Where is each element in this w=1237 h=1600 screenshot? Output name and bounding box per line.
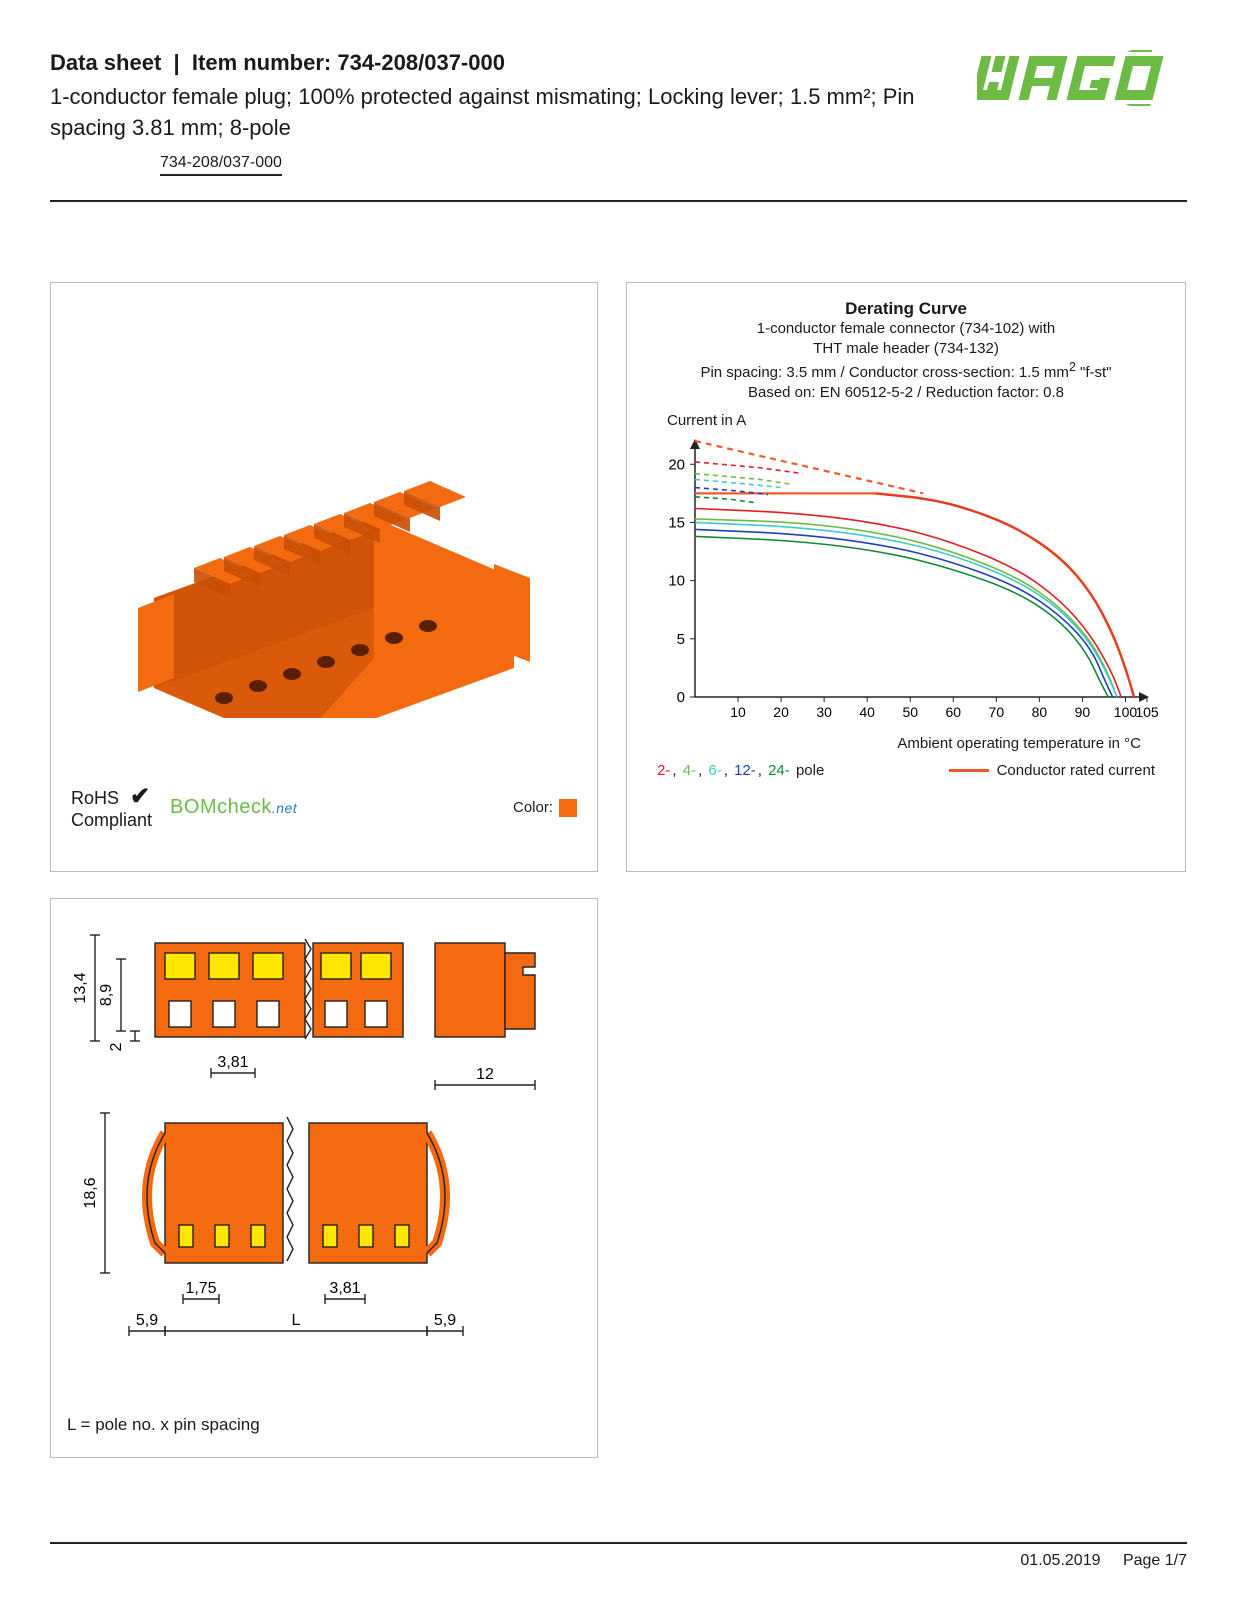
subtitle: 1-conductor female plug; 100% protected …	[50, 82, 977, 144]
chart-line2: THT male header (734-132)	[813, 340, 999, 357]
chart-line1: 1-conductor female connector (734-102) w…	[757, 320, 1056, 337]
chart-line3b: "f-st"	[1076, 364, 1112, 381]
chart-line4: Based on: EN 60512-5-2 / Reduction facto…	[748, 384, 1064, 401]
check-icon: ✔	[130, 783, 150, 810]
datasheet-label: Data sheet	[50, 50, 161, 75]
chart-title: Derating Curve	[647, 299, 1165, 319]
dimensions-panel: 13,4 8,9 2 3,81 12 18,6 1,75 3,81 5,9 L 5,9 L = po…	[50, 898, 598, 1458]
color-swatch	[559, 799, 577, 817]
svg-text:15: 15	[668, 514, 685, 531]
rohs-line2: Compliant	[71, 810, 152, 830]
y-axis-label: Current in A	[667, 412, 1165, 429]
rohs-label: RoHS ✔ Compliant	[71, 784, 152, 830]
svg-text:1,75: 1,75	[185, 1280, 216, 1297]
svg-text:70: 70	[989, 704, 1005, 720]
svg-text:100: 100	[1114, 704, 1138, 720]
panels-row: RoHS ✔ Compliant BOMcheck.net Color: Der…	[50, 282, 1187, 872]
svg-text:5,9: 5,9	[434, 1312, 456, 1329]
chart-legend: 2-, 4-, 6-, 12-, 24- pole Conductor rate…	[647, 762, 1165, 779]
svg-text:30: 30	[816, 704, 832, 720]
dimension-note: L = pole no. x pin spacing	[67, 1415, 260, 1435]
svg-text:60: 60	[945, 704, 961, 720]
chart-line3a: Pin spacing: 3.5 mm / Conductor cross-se…	[700, 364, 1068, 381]
part-link[interactable]: 734-208/037-000	[160, 154, 282, 176]
svg-text:10: 10	[668, 572, 685, 589]
svg-text:10: 10	[730, 704, 746, 720]
svg-text:3,81: 3,81	[329, 1280, 360, 1297]
conductor-legend-text: Conductor rated current	[997, 762, 1155, 779]
svg-text:3,81: 3,81	[217, 1054, 248, 1071]
svg-text:105: 105	[1135, 704, 1159, 720]
item-label: Item number:	[192, 50, 331, 75]
item-number: 734-208/037-000	[337, 50, 505, 75]
compliance-row: RoHS ✔ Compliant BOMcheck.net Color:	[71, 784, 577, 830]
svg-text:L: L	[292, 1312, 301, 1329]
svg-text:90: 90	[1075, 704, 1091, 720]
conductor-line-icon	[949, 769, 989, 772]
header-text: Data sheet | Item number: 734-208/037-00…	[50, 50, 977, 176]
title-line: Data sheet | Item number: 734-208/037-00…	[50, 50, 977, 76]
svg-text:13,4: 13,4	[72, 972, 89, 1003]
x-axis-label: Ambient operating temperature in °C	[647, 735, 1141, 752]
chart-panel: Derating Curve 1-conductor female connec…	[626, 282, 1186, 872]
footer: 01.05.2019 Page 1/7	[50, 1542, 1187, 1570]
color-label: Color:	[513, 799, 577, 817]
svg-text:50: 50	[902, 704, 918, 720]
pole-legend: 2-, 4-, 6-, 12-, 24- pole	[657, 762, 826, 779]
color-text: Color:	[513, 799, 553, 816]
svg-text:8,9: 8,9	[98, 983, 115, 1005]
header: Data sheet | Item number: 734-208/037-00…	[50, 50, 1187, 202]
conductor-legend: Conductor rated current	[949, 762, 1155, 779]
svg-text:2: 2	[108, 1042, 125, 1051]
svg-text:18,6: 18,6	[82, 1177, 99, 1208]
footer-page: Page 1/7	[1123, 1552, 1187, 1569]
bomcheck-logo: BOMcheck.net	[170, 796, 297, 819]
bomcheck-text: BOMcheck	[170, 796, 272, 818]
svg-text:40: 40	[859, 704, 875, 720]
dimensions-drawing: 13,4 8,9 2 3,81 12 18,6 1,75 3,81 5,9 L 5,9	[65, 913, 585, 1383]
svg-text:80: 80	[1032, 704, 1048, 720]
svg-text:20: 20	[668, 456, 685, 473]
svg-text:0: 0	[677, 689, 685, 706]
product-image	[71, 303, 577, 753]
svg-text:5,9: 5,9	[136, 1312, 158, 1329]
svg-text:12: 12	[476, 1066, 494, 1083]
bomcheck-suffix: .net	[272, 800, 297, 816]
rohs-line1: RoHS	[71, 788, 119, 808]
svg-text:5: 5	[677, 630, 685, 647]
svg-text:20: 20	[773, 704, 789, 720]
footer-date: 01.05.2019	[1020, 1552, 1100, 1569]
wago-logo	[977, 50, 1187, 106]
product-panel: RoHS ✔ Compliant BOMcheck.net Color:	[50, 282, 598, 872]
derating-chart: 0 5 10 15 20 10 20 30 40 50 60 70 80 90 100105	[651, 431, 1161, 731]
chart-subtitle: 1-conductor female connector (734-102) w…	[647, 319, 1165, 404]
